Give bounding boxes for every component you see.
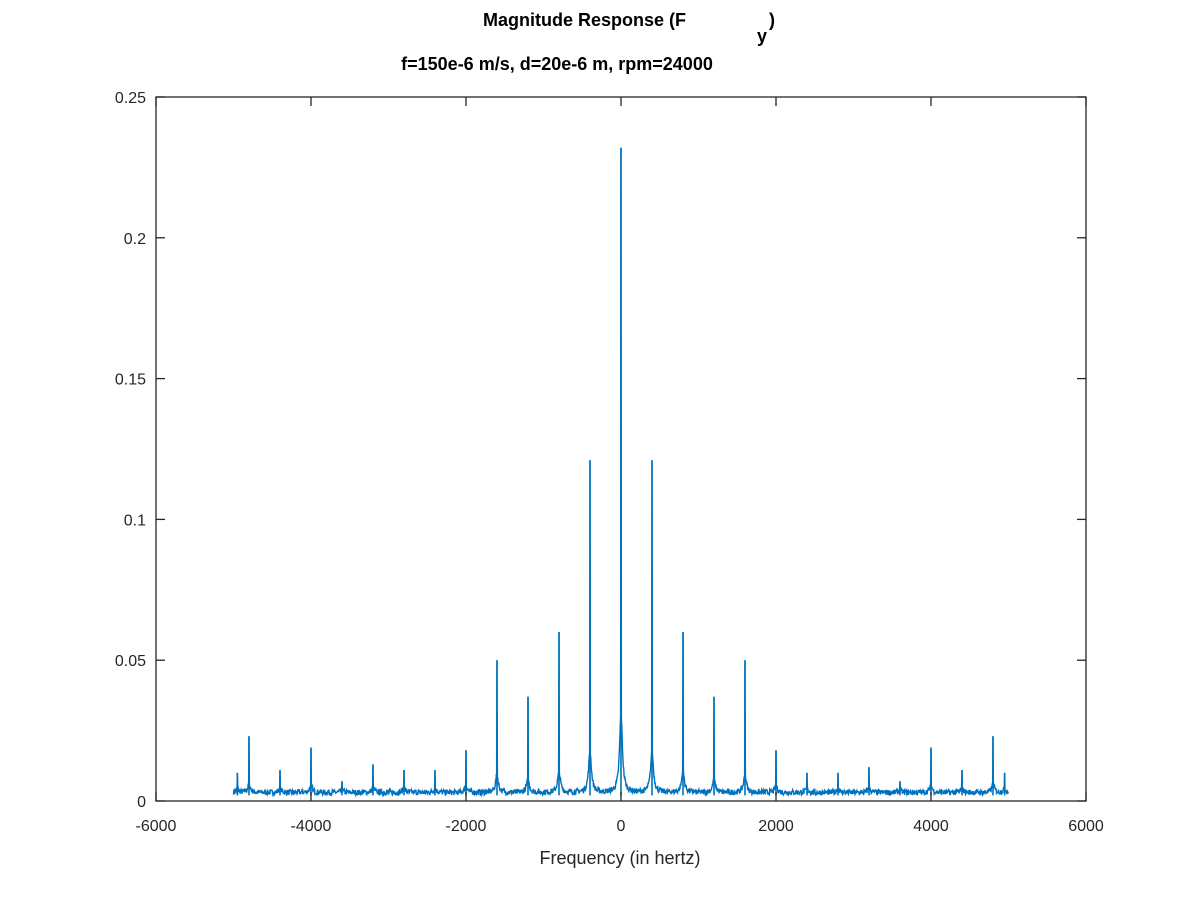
x-axis-label: Frequency (in hertz) (539, 848, 700, 868)
y-axis-ticks: 0 0.05 0.1 0.15 0.2 0.25 (115, 90, 1086, 811)
chart-title: Magnitude Response (F (483, 10, 686, 30)
x-tick-label: -4000 (291, 818, 332, 835)
y-tick-label: 0.2 (124, 231, 146, 248)
x-tick-label: -6000 (136, 818, 177, 835)
x-tick-label: 6000 (1068, 818, 1104, 835)
y-tick-label: 0 (137, 794, 146, 811)
y-tick-label: 0.25 (115, 90, 146, 107)
chart-title-close: ) (769, 10, 775, 30)
x-tick-label: -2000 (446, 818, 487, 835)
chart-subtitle: f=150e-6 m/s, d=20e-6 m, rpm=24000 (401, 54, 713, 74)
x-tick-label: 2000 (758, 818, 794, 835)
plot-area (155, 96, 1087, 802)
y-tick-label: 0.1 (124, 512, 146, 529)
y-tick-label: 0.15 (115, 372, 146, 389)
chart-title-subscript: y (757, 26, 767, 46)
x-tick-label: 4000 (913, 818, 949, 835)
x-tick-label: 0 (617, 818, 626, 835)
y-tick-label: 0.05 (115, 653, 146, 670)
x-axis-ticks: -6000 -4000 -2000 0 2000 4000 6000 (136, 97, 1104, 835)
